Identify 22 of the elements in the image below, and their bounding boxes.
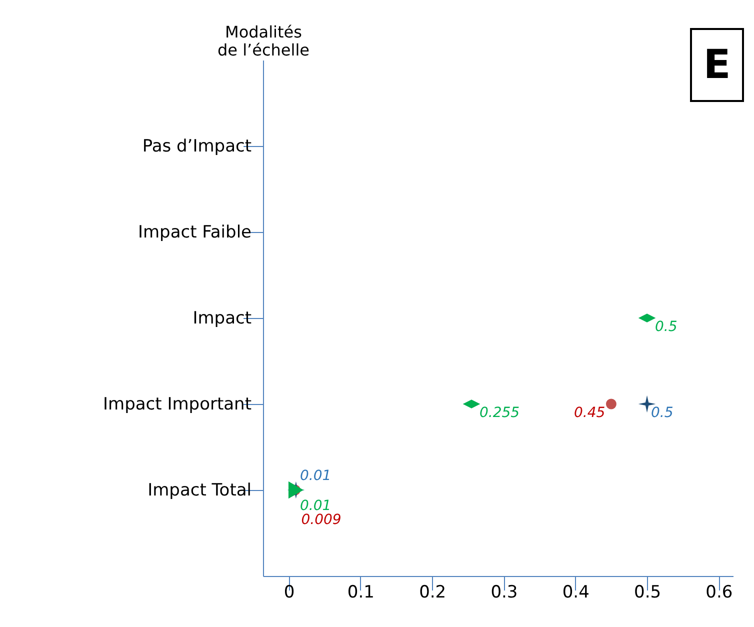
point <box>606 398 616 410</box>
data-label: 0.45 <box>574 405 606 421</box>
y-axis-title: Modalités de l’échelle <box>218 22 310 60</box>
annotation: E <box>690 28 744 102</box>
data-label: 0.5 <box>651 405 674 421</box>
x-tick-label: 0.1 <box>347 582 374 602</box>
data-label: 0.01 <box>300 468 332 484</box>
y-tick-label: Pas d’Impact <box>142 136 252 156</box>
y-tick-label: Impact Important <box>103 394 252 414</box>
x-tick-label: 0 <box>284 582 295 602</box>
data-label: 0.009 <box>301 512 342 528</box>
x-tick-label: 0.5 <box>634 582 662 602</box>
data-label: 0.5 <box>655 319 678 335</box>
x-tick-label: 0.2 <box>419 582 446 602</box>
y-tick-label: Impact <box>192 308 252 328</box>
data-label: 0.255 <box>479 405 520 421</box>
y-tick-label: Impact Faible <box>138 222 252 242</box>
y-tick-label: Impact Total <box>148 480 252 500</box>
x-tick-label: 0.3 <box>490 582 518 602</box>
x-tick-label: 0.6 <box>706 582 733 602</box>
x-tick-label: 0.4 <box>562 582 590 602</box>
data-label: 0.01 <box>300 498 332 514</box>
